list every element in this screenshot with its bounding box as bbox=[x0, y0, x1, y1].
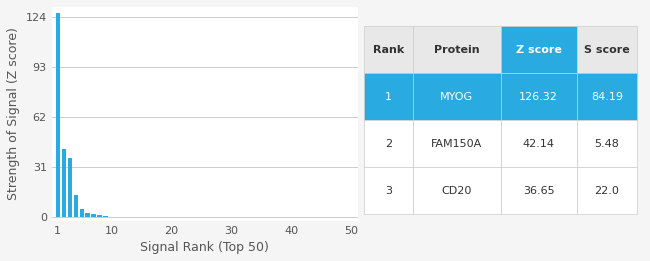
FancyBboxPatch shape bbox=[577, 26, 637, 73]
FancyBboxPatch shape bbox=[364, 120, 413, 167]
FancyBboxPatch shape bbox=[500, 26, 577, 73]
Bar bbox=[86, 213, 90, 217]
Bar bbox=[62, 149, 66, 217]
FancyBboxPatch shape bbox=[364, 73, 413, 120]
FancyBboxPatch shape bbox=[577, 120, 637, 167]
Text: CD20: CD20 bbox=[441, 186, 472, 195]
Text: 2: 2 bbox=[385, 139, 392, 149]
Bar bbox=[73, 195, 78, 217]
Text: 1: 1 bbox=[385, 92, 392, 102]
FancyBboxPatch shape bbox=[500, 167, 577, 214]
Bar bbox=[79, 209, 84, 217]
FancyBboxPatch shape bbox=[413, 120, 501, 167]
FancyBboxPatch shape bbox=[500, 73, 577, 120]
FancyBboxPatch shape bbox=[413, 167, 501, 214]
FancyBboxPatch shape bbox=[500, 120, 577, 167]
FancyBboxPatch shape bbox=[577, 167, 637, 214]
Text: MYOG: MYOG bbox=[440, 92, 473, 102]
Text: S score: S score bbox=[584, 45, 630, 55]
FancyBboxPatch shape bbox=[364, 26, 413, 73]
X-axis label: Signal Rank (Top 50): Signal Rank (Top 50) bbox=[140, 241, 269, 254]
Text: Protein: Protein bbox=[434, 45, 480, 55]
FancyBboxPatch shape bbox=[413, 73, 501, 120]
Bar bbox=[98, 216, 101, 217]
Text: 3: 3 bbox=[385, 186, 392, 195]
FancyBboxPatch shape bbox=[577, 73, 637, 120]
Text: 5.48: 5.48 bbox=[595, 139, 619, 149]
Text: 84.19: 84.19 bbox=[591, 92, 623, 102]
FancyBboxPatch shape bbox=[413, 26, 501, 73]
Y-axis label: Strength of Signal (Z score): Strength of Signal (Z score) bbox=[7, 27, 20, 200]
Text: 22.0: 22.0 bbox=[595, 186, 619, 195]
Bar bbox=[68, 158, 72, 217]
Text: Z score: Z score bbox=[516, 45, 562, 55]
Text: Rank: Rank bbox=[373, 45, 404, 55]
Text: 42.14: 42.14 bbox=[523, 139, 554, 149]
FancyBboxPatch shape bbox=[364, 167, 413, 214]
Text: 126.32: 126.32 bbox=[519, 92, 558, 102]
Bar bbox=[92, 215, 96, 217]
Bar bbox=[103, 216, 108, 217]
Text: FAM150A: FAM150A bbox=[431, 139, 482, 149]
Text: 36.65: 36.65 bbox=[523, 186, 554, 195]
Bar bbox=[55, 13, 60, 217]
